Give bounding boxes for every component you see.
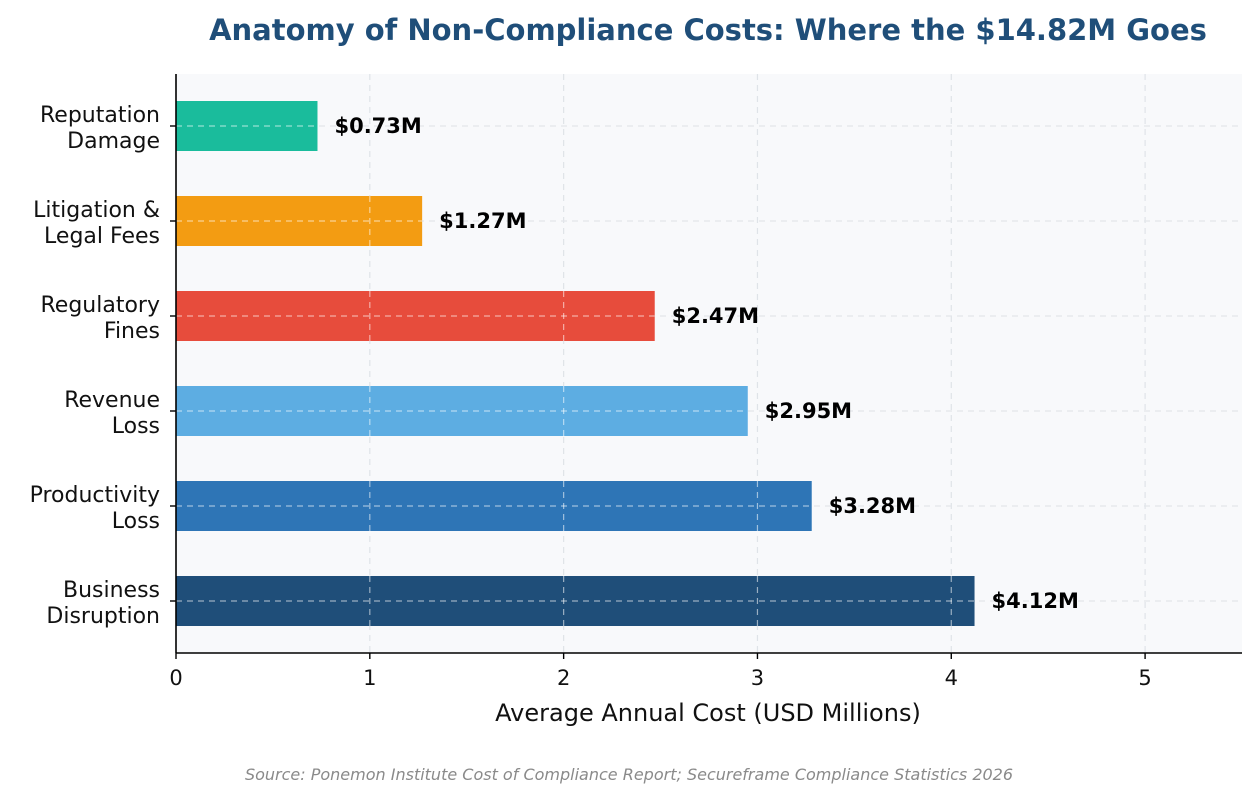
bar-center-lines bbox=[176, 125, 975, 626]
category-label: Business Disruption bbox=[46, 578, 160, 629]
data-label: $1.27M bbox=[439, 209, 526, 233]
x-tick-label: 5 bbox=[1138, 666, 1151, 690]
category-label: Litigation & Legal Fees bbox=[33, 198, 160, 249]
category-label-line: Business bbox=[63, 578, 160, 603]
category-label: Productivity Loss bbox=[30, 483, 160, 534]
chart-title: Anatomy of Non-Compliance Costs: Where t… bbox=[209, 13, 1207, 47]
data-label: $4.12M bbox=[992, 589, 1079, 613]
x-tick-label: 3 bbox=[751, 666, 764, 690]
plot-background bbox=[176, 74, 1242, 653]
category-label: Regulatory Fines bbox=[41, 293, 161, 344]
data-label: $0.73M bbox=[334, 114, 421, 138]
category-label-line: Reputation bbox=[40, 103, 160, 128]
category-label-line: Loss bbox=[112, 509, 160, 534]
data-label: $2.47M bbox=[672, 304, 759, 328]
category-label-line: Litigation & bbox=[33, 198, 160, 223]
category-label: Reputation Damage bbox=[40, 103, 160, 154]
data-label: $2.95M bbox=[765, 399, 852, 423]
x-axis-title: Average Annual Cost (USD Millions) bbox=[495, 699, 921, 727]
x-tick-label: 0 bbox=[169, 666, 182, 690]
category-label-line: Fines bbox=[104, 319, 160, 344]
x-tick-label: 2 bbox=[557, 666, 570, 690]
data-labels: $0.73M Reputation Damage $1.27M Litigation &… bbox=[30, 103, 1079, 629]
source-note: Source: Ponemon Institute Cost of Compli… bbox=[245, 765, 1013, 784]
category-label-line: Regulatory bbox=[41, 293, 161, 318]
x-tick-label: 4 bbox=[945, 666, 958, 690]
category-label: Revenue Loss bbox=[64, 388, 160, 439]
axis-ticks: 0 1 2 3 4 5 bbox=[169, 125, 1152, 690]
category-label-line: Revenue bbox=[64, 388, 160, 413]
x-tick-label: 1 bbox=[363, 666, 376, 690]
category-label-line: Productivity bbox=[30, 483, 160, 508]
data-label: $3.28M bbox=[829, 494, 916, 518]
category-label-line: Loss bbox=[112, 414, 160, 439]
category-label-line: Legal Fees bbox=[44, 224, 160, 249]
category-label-line: Disruption bbox=[46, 604, 160, 629]
category-label-line: Damage bbox=[67, 129, 160, 154]
